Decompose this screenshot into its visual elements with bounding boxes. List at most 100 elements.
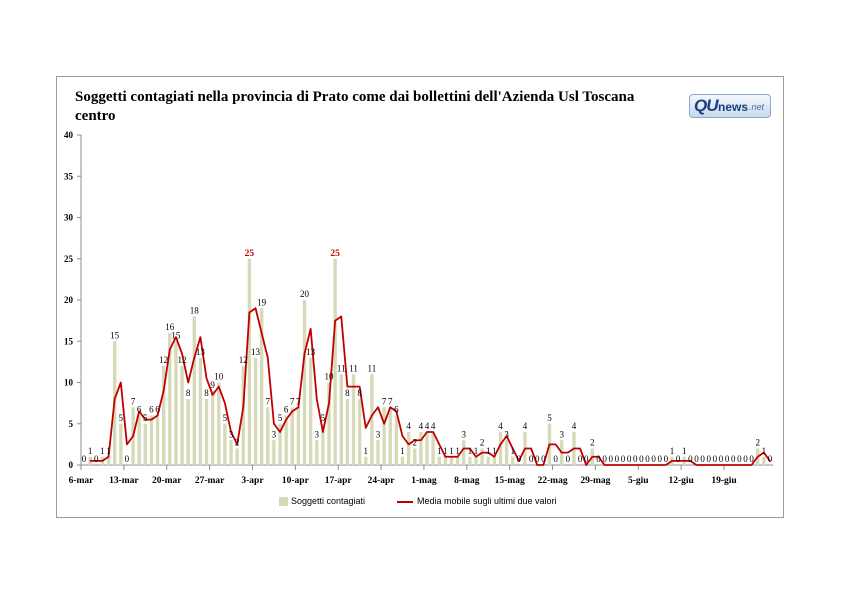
moving-average-point <box>585 464 587 466</box>
moving-average-point <box>150 419 153 421</box>
data-label: 0 <box>713 454 718 464</box>
bar <box>504 440 509 465</box>
data-label: 0 <box>743 454 748 464</box>
moving-average-point <box>475 456 477 458</box>
data-label: 0 <box>749 454 754 464</box>
moving-average-point <box>340 315 342 318</box>
moving-average-point <box>763 452 765 454</box>
data-label: 0 <box>553 454 558 464</box>
moving-average-point <box>365 427 367 429</box>
bar <box>284 415 288 465</box>
moving-average-point <box>95 460 97 462</box>
bar <box>204 399 209 465</box>
bar <box>106 456 111 465</box>
bar <box>498 432 503 465</box>
x-tick-label: 20-mar <box>152 476 182 486</box>
data-label: 11 <box>368 363 377 373</box>
bar <box>400 456 405 465</box>
data-label: 7 <box>382 396 387 406</box>
data-label: 1 <box>88 446 93 456</box>
bar <box>247 258 252 465</box>
moving-average-point <box>469 447 471 450</box>
x-tick-label: 1-mag <box>411 476 437 486</box>
data-label: 9 <box>210 380 215 390</box>
logo-news-text: news <box>718 100 749 114</box>
bar <box>210 390 215 465</box>
bar <box>174 341 178 465</box>
moving-average-point <box>652 464 655 466</box>
y-tick-label: 10 <box>64 378 74 388</box>
legend-swatch-line <box>397 501 413 503</box>
data-label: 0 <box>517 454 522 464</box>
data-label: 0 <box>596 454 601 464</box>
data-label: 1 <box>364 446 369 456</box>
x-tick-label: 6-mar <box>69 476 95 486</box>
moving-average-point <box>726 464 728 466</box>
moving-average-point <box>107 456 110 458</box>
bar <box>437 456 441 465</box>
y-tick-label: 15 <box>64 336 74 346</box>
moving-average-point <box>757 456 759 458</box>
data-label: 13 <box>251 347 261 357</box>
data-label: 0 <box>651 454 656 464</box>
data-label: 0 <box>608 454 613 464</box>
moving-average-point <box>334 320 336 322</box>
moving-average-point <box>750 464 753 466</box>
data-label: 16 <box>165 322 175 332</box>
data-label: 5 <box>278 413 283 423</box>
moving-average-point <box>352 386 355 388</box>
data-label: 5 <box>547 413 552 423</box>
moving-average-point <box>548 443 551 445</box>
moving-average-point <box>420 439 422 441</box>
moving-average-point <box>457 456 459 458</box>
bar <box>119 423 123 465</box>
x-tick-label: 22-mag <box>538 476 568 486</box>
x-tick-label: 10-apr <box>282 476 310 486</box>
moving-average-point <box>481 452 483 454</box>
data-label: 5 <box>321 413 326 423</box>
data-label: 0 <box>639 454 644 464</box>
moving-average-point <box>273 423 275 425</box>
bar <box>272 440 276 465</box>
data-label: 1 <box>100 446 105 456</box>
data-label: 15 <box>110 330 120 340</box>
y-tick-label: 30 <box>64 213 74 223</box>
moving-average-point <box>683 460 685 462</box>
data-label: 6 <box>284 405 289 415</box>
moving-average-point <box>708 464 710 466</box>
bar <box>762 456 766 465</box>
moving-average-point <box>665 464 667 466</box>
moving-average-point <box>524 447 526 450</box>
bar <box>449 456 454 465</box>
data-label: 6 <box>155 405 160 415</box>
moving-average-point <box>401 435 404 437</box>
data-label: 0 <box>535 454 540 464</box>
moving-average-point <box>322 431 324 433</box>
data-label: 8 <box>357 388 362 398</box>
bar <box>455 456 460 465</box>
data-label: 8 <box>204 388 209 398</box>
data-label: 4 <box>498 421 503 431</box>
moving-average-point <box>181 353 183 355</box>
moving-average-point <box>199 336 202 338</box>
bar <box>137 415 141 465</box>
data-label: 0 <box>768 454 773 464</box>
data-label: 0 <box>700 454 705 464</box>
data-label: 0 <box>566 454 571 464</box>
data-label: 8 <box>186 388 191 398</box>
data-label: 0 <box>737 454 742 464</box>
x-tick-label: 24-apr <box>368 476 396 486</box>
data-label: 5 <box>119 413 124 423</box>
bar <box>180 366 184 465</box>
moving-average-point <box>487 452 489 454</box>
moving-average-point <box>310 328 312 330</box>
data-label: 3 <box>315 429 320 439</box>
moving-average-point <box>616 464 618 466</box>
data-label: 0 <box>621 454 626 464</box>
moving-average-point <box>426 431 428 433</box>
data-label: 4 <box>523 421 528 431</box>
qunews-logo: QU news .net <box>689 94 771 118</box>
moving-average-point <box>328 402 330 404</box>
moving-average-point <box>163 390 165 392</box>
